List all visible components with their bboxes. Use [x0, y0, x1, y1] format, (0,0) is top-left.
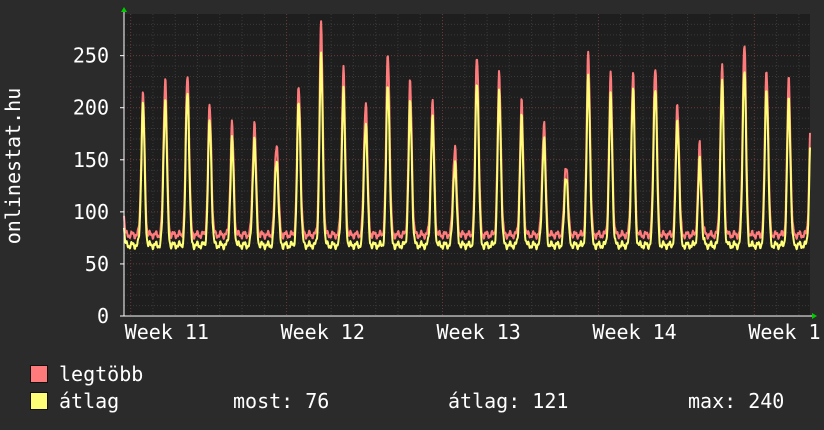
y-tick-label: 250 — [73, 44, 109, 68]
legend-label-legtobb: legtöbb — [59, 362, 144, 386]
y-tick-label: 150 — [73, 148, 109, 172]
x-tick-label: Week 1 — [748, 320, 820, 344]
series-line-legtobb — [123, 20, 811, 240]
y-tick-label: 0 — [97, 304, 109, 328]
stat-atlag: átlag: 121 — [448, 389, 569, 413]
legend-swatch-legtobb — [30, 365, 48, 383]
stat-max: max: 240 — [688, 389, 785, 413]
y-tick-labels: 0 50 100 150 200 250 — [73, 44, 124, 328]
series-lines — [123, 20, 811, 251]
series-line-atlag — [123, 51, 811, 251]
y-tick-label: 100 — [73, 200, 109, 224]
x-tick-label: Week 14 — [592, 320, 676, 344]
y-tick-label: 50 — [85, 252, 109, 276]
x-tick-label: Week 12 — [281, 320, 365, 344]
plot-area — [124, 14, 810, 316]
y-axis-label: onlinestat.hu — [1, 88, 25, 245]
grid — [124, 14, 810, 316]
x-axis-arrow — [812, 313, 817, 319]
x-tick-label: Week 13 — [437, 320, 521, 344]
axes — [121, 7, 817, 319]
legend-label-atlag: átlag — [59, 389, 120, 413]
x-tick-labels: Week 11 Week 12 Week 13 Week 14 Week 1 — [125, 320, 821, 344]
stat-most: most: 76 — [233, 389, 330, 413]
legend-swatch-atlag — [30, 392, 48, 410]
y-axis-arrow — [121, 7, 127, 12]
y-tick-label: 200 — [73, 96, 109, 120]
x-tick-label: Week 11 — [125, 320, 209, 344]
